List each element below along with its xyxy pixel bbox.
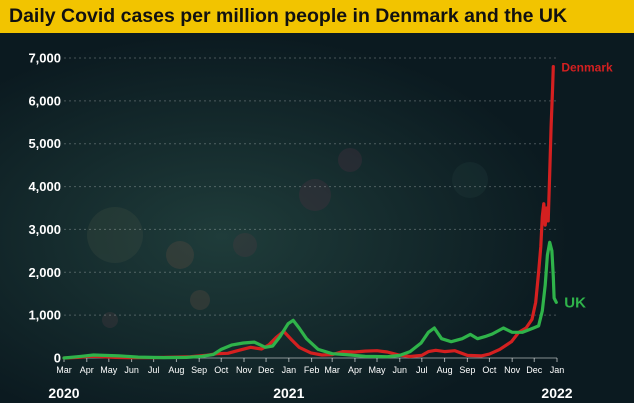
x-tick-label: Aug (168, 365, 184, 375)
y-tick-label: 7,000 (28, 51, 61, 66)
x-tick-label: Nov (504, 365, 521, 375)
x-tick-label: Mar (56, 365, 72, 375)
series-label-denmark: Denmark (561, 61, 613, 75)
x-tick-label: Apr (80, 365, 94, 375)
series-label-uk: UK (564, 294, 586, 311)
x-tick-label: Sep (191, 365, 207, 375)
series-line-uk (62, 240, 558, 360)
x-tick-label: Mar (324, 365, 340, 375)
x-year-label: 2021 (273, 385, 304, 401)
series-labels: Denmark UK (561, 61, 613, 312)
x-tick-label: Jan (550, 365, 565, 375)
y-tick-label: 0 (54, 351, 61, 366)
x-tick-label: Jun (124, 365, 139, 375)
chart-background (0, 33, 634, 403)
y-tick-label: 1,000 (28, 308, 61, 323)
x-tick-label: May (368, 365, 386, 375)
y-tick-label: 3,000 (28, 222, 61, 237)
x-tick-label: Feb (304, 365, 320, 375)
x-tick-label: Jan (282, 365, 297, 375)
x-tick-label: Dec (258, 365, 275, 375)
x-year-label: 2022 (541, 385, 572, 401)
x-tick-label: Apr (348, 365, 362, 375)
y-tick-label: 6,000 (28, 93, 61, 108)
x-year-label: 2020 (48, 385, 79, 401)
x-axis-labels: Mar Apr May Jun Jul Aug Sep Oct Nov Dec Jan Feb Mar A… (48, 358, 573, 401)
chart-title: Daily Covid cases per million people in … (0, 0, 634, 33)
background-decoration (87, 148, 488, 328)
x-tick-label: Jul (416, 365, 428, 375)
x-tick-label: Nov (236, 365, 253, 375)
series-lines (62, 65, 558, 360)
y-tick-label: 5,000 (28, 136, 61, 151)
x-tick-label: May (100, 365, 118, 375)
x-tick-label: Oct (214, 365, 229, 375)
y-tick-label: 4,000 (28, 179, 61, 194)
x-tick-label: Sep (459, 365, 475, 375)
x-tick-label: Jun (393, 365, 408, 375)
x-tick-label: Dec (526, 365, 543, 375)
y-axis-labels: 0 1,000 2,000 3,000 4,000 5,000 6,000 7,000 (28, 51, 61, 366)
x-tick-label: Jul (148, 365, 160, 375)
x-tick-label: Aug (437, 365, 453, 375)
y-tick-label: 2,000 (28, 265, 61, 280)
x-tick-label: Oct (482, 365, 497, 375)
gridlines (64, 57, 557, 359)
